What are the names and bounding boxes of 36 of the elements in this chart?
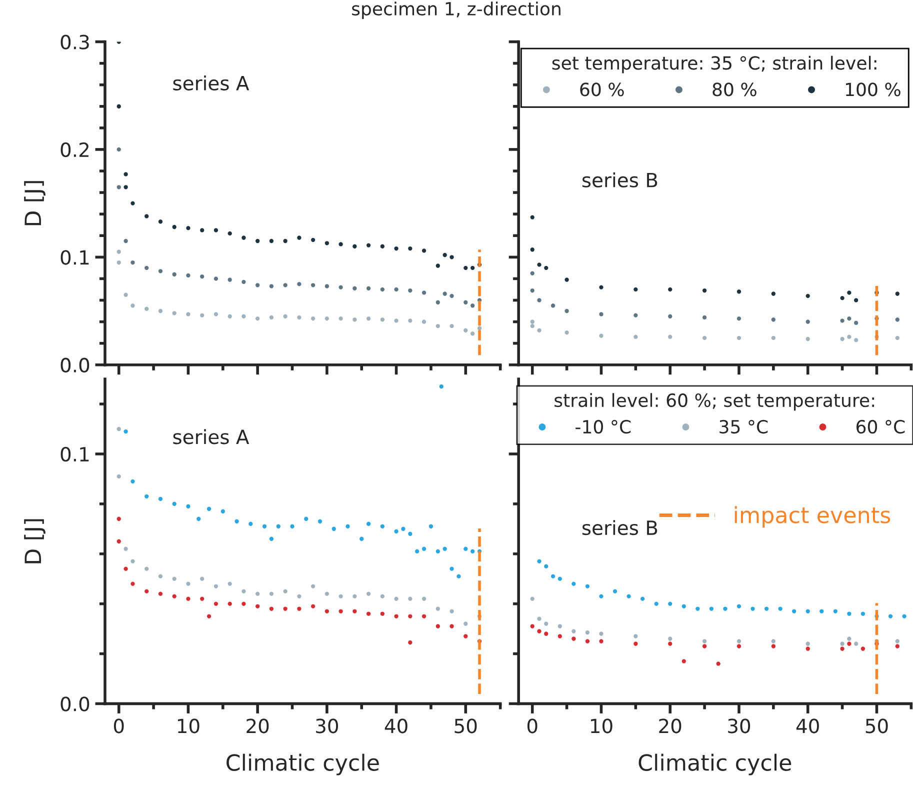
y-tick-label: 0.1 [60,446,89,462]
legend-label: 100 % [846,82,900,96]
y-tick-label: 0.3 [60,34,89,50]
annotation: series B [582,520,658,536]
x-tick-label: 20 [659,718,682,734]
legend-label: 60 °C [856,420,905,434]
y-axis-title: D [J] [24,519,46,564]
legend-title: strain level: 60 %; set temperature: [554,393,874,411]
x-tick-label: 40 [384,718,408,734]
x-tick-label: 30 [728,718,750,734]
x-tick-label: 50 [454,718,477,734]
x-axis-title: Climatic cycle [226,754,379,776]
x-axis-title: Climatic cycle [638,754,792,776]
x-tick-label: 0 [527,718,538,734]
x-tick-label: 50 [866,718,888,734]
y-axis-title: D [J] [24,181,46,226]
legend-label: 35 °C [720,420,768,434]
annotation: series B [582,172,658,188]
legend-title: set temperature: 35 °C; strain level: [552,56,876,74]
x-tick-label: 10 [178,718,200,734]
x-tick-label: 20 [246,718,269,734]
legend-label: 80 % [712,82,756,96]
chart-title: specimen 1, z-direction [352,2,560,20]
y-tick-label: 0.0 [60,696,90,712]
annotation: series A [173,75,250,90]
legend-label: impact events [734,506,890,528]
legend-label: 60 % [580,82,624,96]
x-tick-label: 0 [114,718,124,734]
x-tick-label: 40 [796,718,819,734]
y-tick-label: 0.1 [60,250,89,265]
x-tick-label: 10 [591,718,612,734]
legend-label: -10 °C [576,420,631,434]
annotation: series A [173,429,250,444]
y-tick-label: 0.2 [60,142,88,158]
y-tick-label: 0.0 [60,358,90,373]
x-tick-label: 30 [316,718,338,734]
